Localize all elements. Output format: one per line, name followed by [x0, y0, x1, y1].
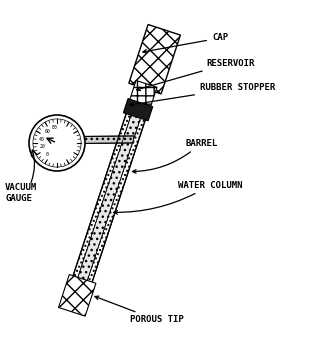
Text: CAP: CAP — [143, 33, 228, 53]
Text: 20: 20 — [39, 144, 45, 150]
Polygon shape — [129, 80, 157, 109]
Text: POROUS TIP: POROUS TIP — [95, 296, 184, 324]
Polygon shape — [129, 24, 180, 94]
Polygon shape — [71, 136, 134, 143]
Polygon shape — [71, 88, 154, 289]
Text: RUBBER STOPPER: RUBBER STOPPER — [130, 84, 275, 106]
Circle shape — [33, 119, 81, 167]
Text: 80: 80 — [51, 125, 57, 130]
Polygon shape — [85, 93, 154, 289]
Text: RESERVOIR: RESERVOIR — [137, 58, 254, 90]
Polygon shape — [76, 89, 149, 287]
Text: 60: 60 — [44, 129, 50, 134]
Text: 0: 0 — [46, 152, 49, 157]
Text: 40: 40 — [39, 136, 45, 142]
Text: WATER COLUMN: WATER COLUMN — [114, 181, 243, 214]
Text: BARREL: BARREL — [132, 139, 217, 173]
Circle shape — [29, 115, 85, 171]
Text: VACUUM
GAUGE: VACUUM GAUGE — [5, 183, 37, 203]
Polygon shape — [123, 98, 153, 121]
Polygon shape — [58, 275, 96, 316]
Polygon shape — [71, 88, 139, 284]
